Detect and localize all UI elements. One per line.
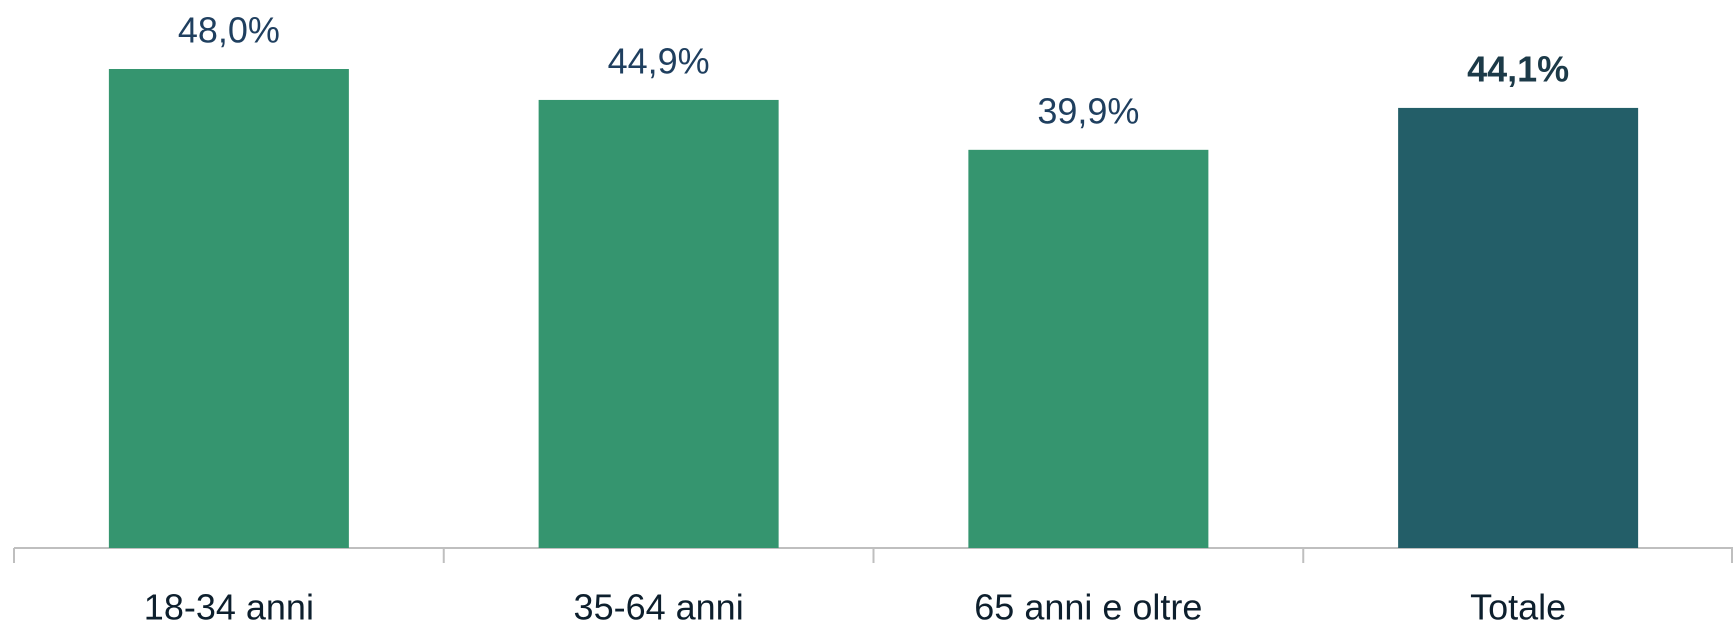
x-tick-label: 65 anni e oltre xyxy=(974,587,1202,628)
x-tick-label: Totale xyxy=(1470,587,1566,628)
bar xyxy=(108,69,349,548)
x-tick-label: 18-34 anni xyxy=(144,587,314,628)
data-label: 44,9% xyxy=(608,40,710,81)
bar xyxy=(1398,107,1639,548)
bar xyxy=(968,149,1209,549)
x-tick-label: 35-64 anni xyxy=(574,587,744,628)
bar xyxy=(538,99,779,548)
data-label: 39,9% xyxy=(1037,90,1139,131)
data-label: 48,0% xyxy=(178,10,280,51)
data-label: 44,1% xyxy=(1467,48,1569,89)
